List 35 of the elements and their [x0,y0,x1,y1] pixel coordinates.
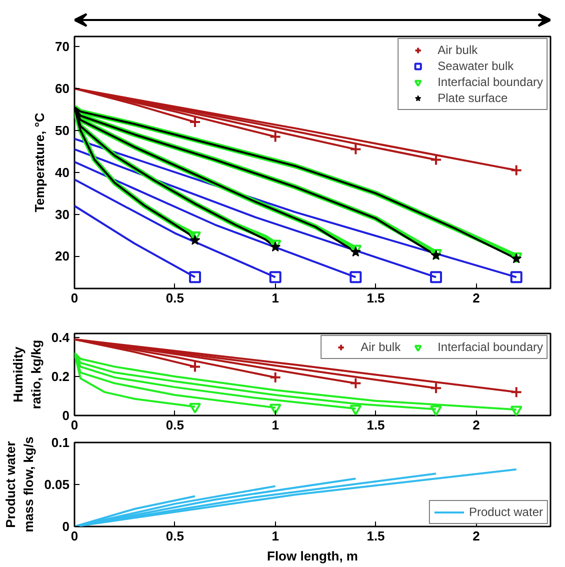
x-tick-label: 2 [472,528,480,544]
y-tick-label: 50 [55,122,70,138]
x-tick-label: 1 [272,418,279,432]
x-axis-title: Flow length, m [267,548,358,564]
y-tick-label: 0.05 [44,477,70,492]
x-tick-label: 1 [272,290,279,306]
legend-label: Air bulk [360,340,401,354]
legend-label: Seawater bulk [438,59,514,73]
x-tick-label: 0.5 [166,290,184,306]
x-tick-label: 2 [472,290,480,306]
y-axis-title: Product water mass flow, kg/s [3,436,36,532]
legend-label: Interfacial boundary [438,75,543,89]
legend-label: Interfacial boundary [438,340,543,354]
x-tick-label: 0.5 [166,418,184,432]
y-axis-title: Humidity ratio, kg/kg [10,340,44,410]
x-tick-label: 1.5 [366,418,385,432]
legend-label: Air bulk [438,43,478,57]
y-tick-label: 0.1 [51,435,70,450]
y-tick-label: 70 [55,39,70,54]
y-tick-label: 20 [55,248,70,264]
y-tick-label: 30 [55,206,70,222]
y-tick-label: 40 [55,164,70,180]
legend-label: Plate surface [438,91,508,105]
y-tick-label: 0 [62,519,70,534]
legend-label: Product water [468,505,543,519]
y-tick-label: 0.2 [51,368,70,384]
y-tick-label: 0.4 [51,330,70,345]
y-axis-title: Temperature, °C [32,112,48,212]
x-tick-label: 0.5 [166,528,184,544]
x-tick-label: 1.5 [366,528,385,544]
x-tick-label: 2 [472,418,480,432]
x-tick-label: 1.5 [366,290,385,306]
y-tick-label: 60 [55,80,70,96]
y-tick-label: 0 [62,408,70,423]
x-tick-label: 1 [272,528,279,544]
